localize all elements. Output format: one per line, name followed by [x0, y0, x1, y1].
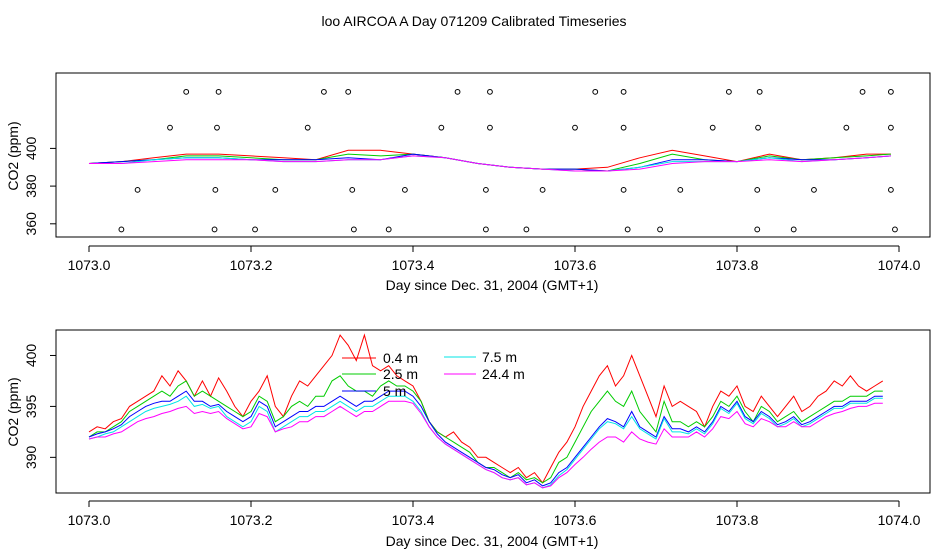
- legend: 0.4 m 2.5 m 5 m 7.5 m 24.4 m: [342, 349, 525, 399]
- data-point: [321, 88, 327, 95]
- data-point: [211, 226, 218, 233]
- x-tick-label: 1073.8: [716, 512, 759, 528]
- series-line-2-5-m: [88, 153, 891, 172]
- top-plot-frame: [55, 72, 931, 238]
- data-point: [539, 186, 546, 193]
- series-line-5-m: [88, 390, 883, 487]
- x-tick-label: 1073.2: [230, 257, 273, 273]
- y-tick-label: 360: [23, 212, 39, 236]
- data-point: [402, 186, 408, 193]
- series-line-24-4-m: [89, 155, 891, 172]
- data-point: [657, 226, 663, 233]
- data-point: [888, 124, 894, 131]
- y-tick-label: 400: [23, 137, 39, 161]
- data-point: [843, 124, 850, 131]
- data-point: [892, 226, 898, 233]
- legend-label-7-5m: 7.5 m: [482, 349, 517, 365]
- data-point: [304, 124, 311, 131]
- data-point: [859, 88, 866, 95]
- data-point: [755, 124, 761, 131]
- y-tick-label: 395: [23, 395, 39, 419]
- x-tick-label: 1073.6: [554, 257, 597, 273]
- series-line-24-4-m: [88, 400, 883, 489]
- series-line-5-m: [88, 153, 891, 172]
- top-x-axis: 1073.0 1073.2 1073.4 1073.6 1073.8 1074.0: [68, 245, 921, 273]
- data-point: [438, 124, 445, 131]
- data-point: [214, 124, 220, 131]
- y-tick-label: 390: [23, 445, 39, 469]
- bottom-chart: 1073.0 1073.2 1073.4 1073.6 1073.8 1074.0 390…: [5, 329, 931, 549]
- data-point: [572, 124, 578, 131]
- legend-item-0-4m: 0.4 m: [342, 350, 418, 366]
- data-point: [726, 88, 732, 95]
- x-tick-label: 1073.0: [68, 512, 111, 528]
- data-point: [620, 88, 627, 95]
- series-line-7-5-m: [88, 395, 883, 489]
- data-point: [215, 88, 222, 95]
- x-tick-label: 1073.2: [230, 512, 273, 528]
- y-tick-label: 380: [23, 174, 39, 198]
- x-tick-label: 1074.0: [878, 257, 921, 273]
- legend-item-24-4m: 24.4 m: [444, 366, 525, 382]
- data-point: [349, 186, 356, 193]
- legend-label-2-5m: 2.5 m: [383, 366, 418, 382]
- bottom-x-axis: 1073.0 1073.2 1073.4 1073.6 1073.8 1074.0: [68, 500, 921, 528]
- data-point: [385, 226, 392, 233]
- data-point: [487, 88, 493, 95]
- data-point: [592, 88, 599, 95]
- top-y-axis: 360 380 400: [23, 77, 57, 236]
- data-point: [272, 186, 279, 193]
- data-point: [790, 226, 797, 233]
- bottom-data-marks: [88, 333, 884, 489]
- y-tick-label: 400: [23, 344, 39, 368]
- data-point: [134, 186, 141, 193]
- data-point: [252, 226, 258, 233]
- legend-item-7-5m: 7.5 m: [444, 349, 517, 365]
- data-point: [709, 124, 716, 131]
- data-point: [483, 186, 489, 193]
- data-point: [350, 226, 357, 233]
- x-tick-label: 1073.8: [716, 257, 759, 273]
- data-point: [756, 88, 763, 95]
- x-tick-label: 1073.4: [392, 512, 435, 528]
- data-point: [754, 226, 761, 233]
- data-point: [523, 226, 530, 233]
- bottom-x-axis-label: Day since Dec. 31, 2004 (GMT+1): [386, 533, 599, 549]
- top-data-marks: [88, 88, 898, 233]
- legend-item-2-5m: 2.5 m: [342, 366, 418, 382]
- data-point: [620, 124, 627, 131]
- x-tick-label: 1073.4: [392, 257, 435, 273]
- data-point: [118, 226, 125, 233]
- series-line-7-5-m: [89, 155, 891, 172]
- legend-item-5m: 5 m: [342, 383, 406, 399]
- legend-label-0-4m: 0.4 m: [383, 350, 418, 366]
- data-point: [345, 88, 352, 95]
- data-point: [487, 124, 493, 131]
- x-tick-label: 1074.0: [878, 512, 921, 528]
- top-y-axis-label: CO2 (ppm): [5, 121, 21, 190]
- data-point: [183, 88, 190, 95]
- x-tick-label: 1073.6: [554, 512, 597, 528]
- top-x-axis-label: Day since Dec. 31, 2004 (GMT+1): [386, 277, 599, 293]
- data-point: [888, 88, 894, 95]
- data-point: [888, 186, 894, 193]
- top-chart: 1073.0 1073.2 1073.4 1073.6 1073.8 1074.0 360…: [5, 72, 931, 293]
- bottom-y-axis: 390 395 400: [23, 334, 57, 491]
- data-point: [624, 226, 631, 233]
- legend-label-24-4m: 24.4 m: [482, 366, 525, 382]
- data-point: [454, 88, 461, 95]
- data-point: [620, 186, 627, 193]
- legend-label-5m: 5 m: [383, 383, 406, 399]
- data-point: [754, 186, 761, 193]
- data-point: [811, 186, 817, 193]
- data-point: [677, 186, 684, 193]
- series-line-0-4-m: [88, 333, 884, 484]
- data-point: [212, 186, 219, 193]
- figure-title: loo AIRCOA A Day 071209 Calibrated Times…: [321, 13, 626, 29]
- data-point: [167, 124, 173, 131]
- x-tick-label: 1073.0: [68, 257, 111, 273]
- bottom-y-axis-label: CO2 (ppm): [5, 377, 21, 446]
- data-point: [483, 226, 489, 233]
